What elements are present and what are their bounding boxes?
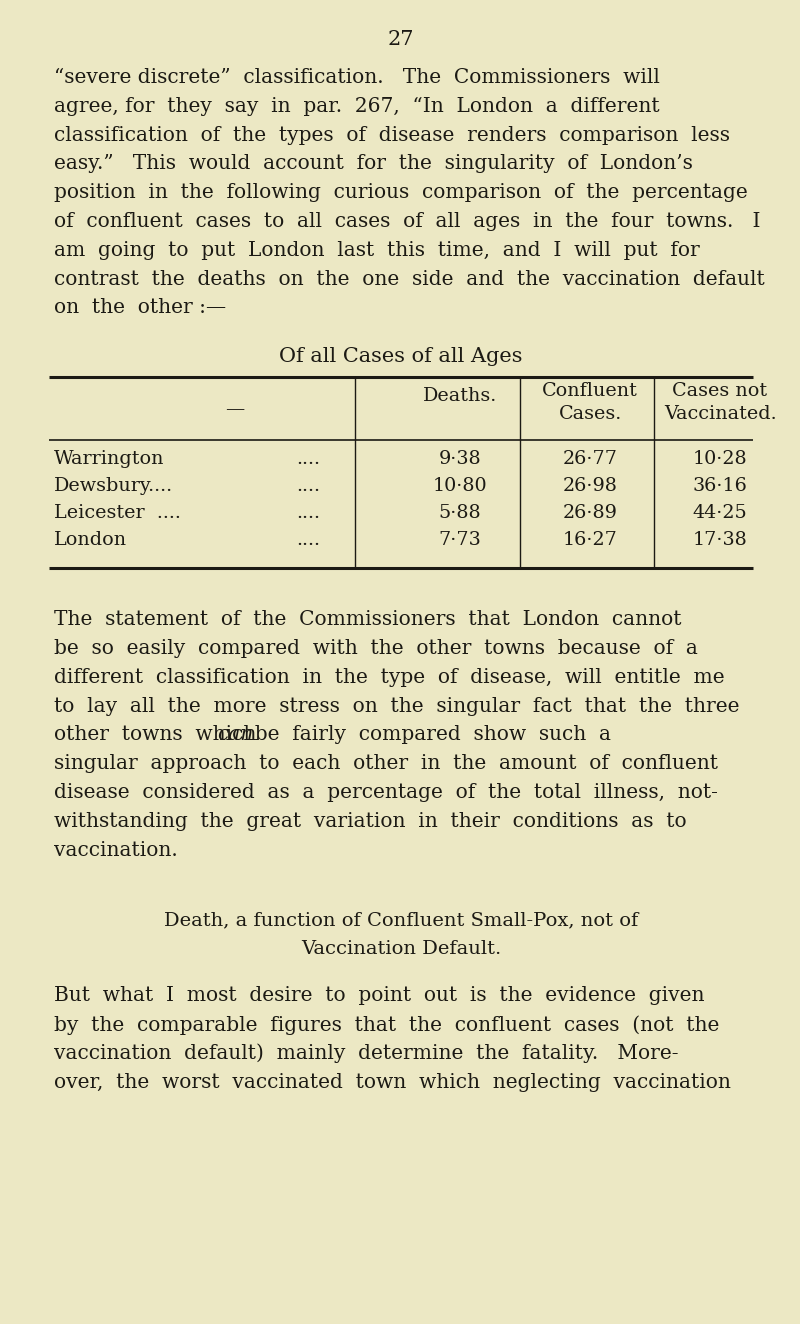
Text: withstanding  the  great  variation  in  their  conditions  as  to: withstanding the great variation in thei… (54, 812, 687, 830)
Text: be  so  easily  compared  with  the  other  towns  because  of  a: be so easily compared with the other tow… (54, 639, 698, 658)
Text: Cases not: Cases not (673, 383, 767, 400)
Text: 26·89: 26·89 (562, 504, 618, 522)
Text: am  going  to  put  London  last  this  time,  and  I  will  put  for: am going to put London last this time, a… (54, 241, 700, 260)
Text: ....: .... (296, 477, 320, 495)
Text: But  what  I  most  desire  to  point  out  is  the  evidence  given: But what I most desire to point out is t… (54, 986, 705, 1005)
Text: 7·73: 7·73 (438, 531, 482, 549)
Text: contrast  the  deaths  on  the  one  side  and  the  vaccination  default: contrast the deaths on the one side and … (54, 270, 765, 289)
Text: ....: .... (296, 531, 320, 549)
Text: 5·88: 5·88 (438, 504, 482, 522)
Text: on  the  other :—: on the other :— (54, 298, 226, 318)
Text: over,  the  worst  vaccinated  town  which  neglecting  vaccination: over, the worst vaccinated town which ne… (54, 1072, 731, 1091)
Text: Dewsbury....: Dewsbury.... (54, 477, 174, 495)
Text: 10·28: 10·28 (693, 450, 747, 469)
Text: by  the  comparable  figures  that  the  confluent  cases  (not  the: by the comparable figures that the confl… (54, 1016, 720, 1034)
Text: 17·38: 17·38 (693, 531, 747, 549)
Text: Vaccinated.: Vaccinated. (664, 405, 776, 424)
Text: 9·38: 9·38 (438, 450, 482, 469)
Text: 36·16: 36·16 (693, 477, 747, 495)
Text: disease  considered  as  a  percentage  of  the  total  illness,  not-: disease considered as a percentage of th… (54, 782, 718, 802)
Text: to  lay  all  the  more  stress  on  the  singular  fact  that  the  three: to lay all the more stress on the singul… (54, 696, 740, 715)
Text: ....: .... (296, 450, 320, 469)
Text: 10·80: 10·80 (433, 477, 487, 495)
Text: singular  approach  to  each  other  in  the  amount  of  confluent: singular approach to each other in the a… (54, 755, 718, 773)
Text: agree, for  they  say  in  par.  267,  “In  London  a  different: agree, for they say in par. 267, “In Lon… (54, 97, 660, 117)
Text: vaccination.: vaccination. (54, 841, 178, 859)
Text: different  classification  in  the  type  of  disease,  will  entitle  me: different classification in the type of … (54, 667, 725, 687)
Text: Vaccination Default.: Vaccination Default. (301, 940, 502, 959)
Text: “severe discrete”  classification.   The  Commissioners  will: “severe discrete” classification. The Co… (54, 68, 660, 87)
Text: classification  of  the  types  of  disease  renders  comparison  less: classification of the types of disease r… (54, 126, 730, 144)
Text: vaccination  default)  mainly  determine  the  fatality.   More-: vaccination default) mainly determine th… (54, 1043, 679, 1063)
Text: Leicester  ....: Leicester .... (54, 504, 182, 522)
Text: easy.”   This  would  account  for  the  singularity  of  London’s: easy.” This would account for the singul… (54, 155, 694, 173)
Text: can: can (218, 726, 254, 744)
Text: 44·25: 44·25 (693, 504, 747, 522)
Text: 26·98: 26·98 (562, 477, 618, 495)
Text: Confluent: Confluent (542, 383, 638, 400)
Text: 16·27: 16·27 (562, 531, 618, 549)
Text: Of all Cases of all Ages: Of all Cases of all Ages (279, 347, 523, 367)
Text: ....: .... (296, 504, 320, 522)
Text: Deaths.: Deaths. (423, 387, 497, 405)
Text: Cases.: Cases. (558, 405, 622, 424)
Text: London: London (54, 531, 127, 549)
Text: of  confluent  cases  to  all  cases  of  all  ages  in  the  four  towns.   I: of confluent cases to all cases of all a… (54, 212, 761, 230)
Text: Death, a function of Confluent Small-Pox, not of: Death, a function of Confluent Small-Pox… (164, 911, 638, 929)
Text: The  statement  of  the  Commissioners  that  London  cannot: The statement of the Commissioners that … (54, 610, 682, 629)
Text: 27: 27 (388, 30, 414, 49)
Text: Warrington: Warrington (54, 450, 165, 469)
Text: —: — (226, 400, 245, 418)
Text: position  in  the  following  curious  comparison  of  the  percentage: position in the following curious compar… (54, 183, 748, 203)
Text: be  fairly  compared  show  such  a: be fairly compared show such a (242, 726, 610, 744)
Text: 26·77: 26·77 (562, 450, 618, 469)
Text: other  towns  which: other towns which (54, 726, 263, 744)
